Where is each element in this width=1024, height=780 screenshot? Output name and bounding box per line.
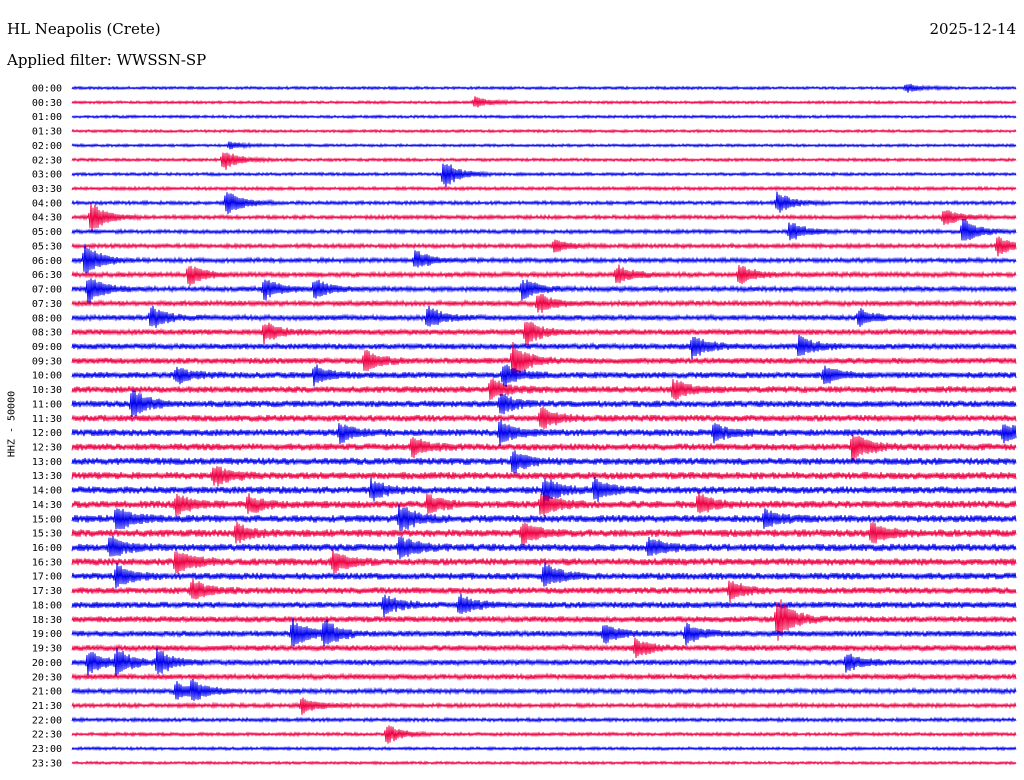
time-label-2200: 22:00	[32, 715, 62, 726]
time-label-2330: 23:30	[32, 758, 62, 769]
trace-row-0330	[71, 185, 1017, 192]
time-label-1830: 18:30	[32, 615, 62, 626]
trace-row-1930	[71, 637, 1017, 659]
time-label-0230: 02:30	[32, 155, 62, 166]
time-label-1030: 10:30	[32, 385, 62, 396]
trace-row-1030	[71, 378, 1017, 401]
time-label-1800: 18:00	[32, 600, 62, 611]
trace-row-2000	[71, 647, 1017, 678]
trace-row-0100	[71, 114, 1017, 120]
time-label-1300: 13:00	[32, 457, 62, 468]
trace-row-0530	[71, 236, 1017, 257]
time-label-1900: 19:00	[32, 629, 62, 640]
time-label-2030: 20:30	[32, 672, 62, 683]
time-label-1730: 17:30	[32, 586, 62, 597]
trace-row-1500	[71, 504, 1017, 531]
trace-row-2200	[71, 716, 1017, 724]
time-label-1530: 15:30	[32, 529, 62, 540]
trace-row-2130	[71, 697, 1017, 715]
trace-row-1730	[71, 578, 1017, 603]
trace-row-0200	[71, 141, 1017, 150]
trace-row-0400	[71, 191, 1017, 215]
time-label-0300: 03:00	[32, 170, 62, 181]
trace-row-0930	[71, 341, 1017, 379]
time-label-0930: 09:30	[32, 356, 62, 367]
time-label-2300: 23:00	[32, 744, 62, 755]
time-label-0600: 06:00	[32, 256, 62, 267]
time-label-1600: 16:00	[32, 543, 62, 554]
time-label-2000: 20:00	[32, 658, 62, 669]
time-label-2230: 22:30	[32, 730, 62, 741]
trace-row-1330	[71, 466, 1017, 487]
time-label-0000: 00:00	[32, 84, 62, 95]
time-label-0830: 08:30	[32, 328, 62, 339]
trace-row-2300	[71, 745, 1017, 752]
trace-row-1230	[71, 434, 1017, 462]
time-label-0400: 04:00	[32, 198, 62, 209]
trace-row-1300	[71, 450, 1017, 474]
trace-row-1630	[71, 549, 1017, 575]
time-label-0330: 03:30	[32, 184, 62, 195]
trace-row-0830	[71, 321, 1017, 346]
trace-row-1900	[71, 617, 1017, 647]
trace-row-1430	[71, 492, 1017, 517]
trace-row-2100	[71, 678, 1017, 701]
trace-row-0030	[71, 96, 1017, 108]
trace-row-1100	[71, 390, 1017, 417]
trace-row-0430	[71, 202, 1017, 233]
trace-row-0230	[71, 152, 1017, 170]
time-label-1130: 11:30	[32, 414, 62, 425]
time-label-0100: 01:00	[32, 112, 62, 123]
time-label-1000: 10:00	[32, 371, 62, 382]
time-label-0130: 01:30	[32, 127, 62, 138]
trace-row-0600	[71, 243, 1017, 274]
trace-row-0130	[71, 128, 1017, 134]
trace-row-0300	[71, 163, 1017, 187]
time-label-1100: 11:00	[32, 399, 62, 410]
plot-date: 2025-12-14	[929, 20, 1016, 38]
time-label-0700: 07:00	[32, 285, 62, 296]
time-label-2100: 21:00	[32, 687, 62, 698]
time-label-1630: 16:30	[32, 557, 62, 568]
trace-row-0000	[71, 83, 1017, 93]
time-label-1430: 14:30	[32, 500, 62, 511]
trace-row-1600	[71, 535, 1017, 560]
time-label-1200: 12:00	[32, 428, 62, 439]
time-label-2130: 21:30	[32, 701, 62, 712]
trace-row-1830	[71, 599, 1017, 641]
trace-row-2030	[71, 672, 1017, 682]
time-label-1400: 14:00	[32, 486, 62, 497]
trace-row-2330	[71, 760, 1017, 766]
trace-row-1000	[71, 364, 1017, 388]
time-label-0030: 00:30	[32, 98, 62, 109]
trace-row-1530	[71, 521, 1017, 546]
trace-row-1800	[71, 593, 1017, 617]
time-label-0730: 07:30	[32, 299, 62, 310]
time-label-0500: 05:00	[32, 227, 62, 238]
time-label-1700: 17:00	[32, 572, 62, 583]
trace-row-0730	[71, 293, 1017, 313]
time-label-0630: 06:30	[32, 270, 62, 281]
time-label-1230: 12:30	[32, 443, 62, 454]
trace-row-1700	[71, 562, 1017, 589]
trace-row-1200	[71, 419, 1017, 446]
time-label-0200: 02:00	[32, 141, 62, 152]
trace-row-0500	[71, 218, 1017, 241]
trace-row-0900	[71, 334, 1017, 360]
trace-row-2230	[71, 725, 1017, 744]
time-label-0800: 08:00	[32, 313, 62, 324]
time-label-0530: 05:30	[32, 241, 62, 252]
station-title: HL Neapolis (Crete)	[7, 20, 161, 38]
time-label-1330: 13:30	[32, 471, 62, 482]
trace-row-0630	[71, 264, 1017, 286]
time-label-0430: 04:30	[32, 213, 62, 224]
time-label-0900: 09:00	[32, 342, 62, 353]
time-label-1500: 15:00	[32, 514, 62, 525]
time-label-1930: 19:30	[32, 644, 62, 655]
trace-row-0800	[71, 305, 1017, 328]
filter-label: Applied filter: WWSSN-SP	[7, 51, 207, 69]
trace-row-0700	[71, 278, 1017, 304]
trace-row-1130	[71, 406, 1017, 430]
